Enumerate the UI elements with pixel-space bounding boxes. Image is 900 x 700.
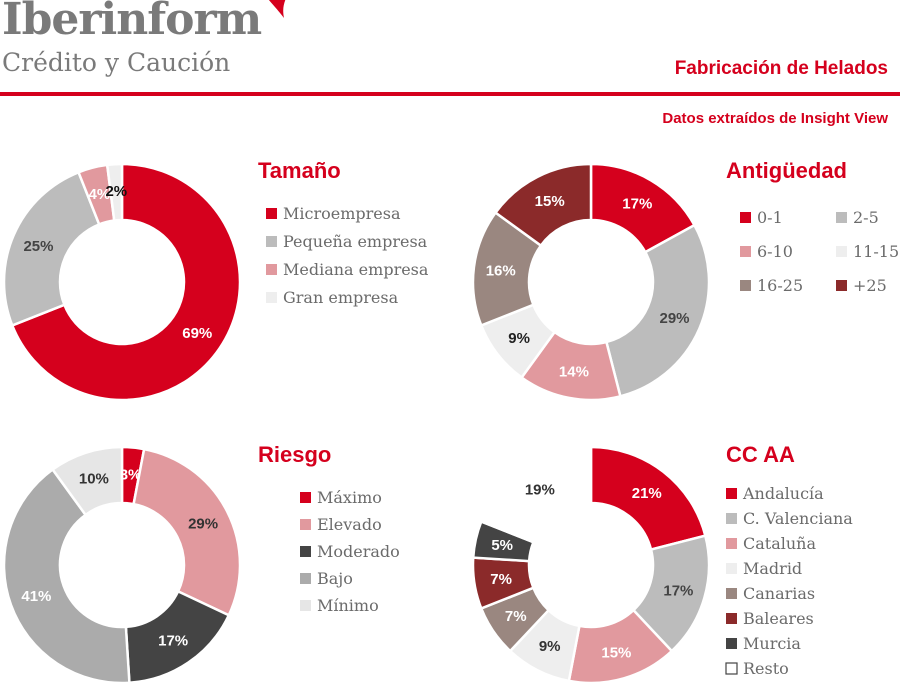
legend-label-antiguedad-11-15: 11-15: [853, 242, 899, 261]
slice-label-antiguedad-2-5: 29%: [660, 310, 690, 327]
chart-title-riesgo: Riesgo: [258, 442, 331, 467]
slice-label-cc-aa-resto: 19%: [525, 482, 555, 499]
slice-label-riesgo-moderado: 17%: [158, 632, 188, 649]
legend-swatch-cc-aa-c-valenciana: [726, 513, 737, 524]
legend-label-cc-aa-c-valenciana: C. Valenciana: [743, 509, 853, 528]
legend-label-antiguedad-2-5: 2-5: [853, 208, 879, 227]
slice-label-riesgo-maximo: 3%: [120, 466, 142, 483]
slice-riesgo-minimo: [50, 445, 124, 517]
slice-tamano-pequena-empresa: [2, 170, 101, 328]
chart-title-cc-aa: CC AA: [726, 442, 795, 467]
legend-label-riesgo-maximo: Máximo: [317, 488, 382, 507]
legend-swatch-tamano-mediana-empresa: [266, 264, 277, 275]
legend-label-cc-aa-cataluna: Cataluña: [743, 534, 816, 553]
legend-label-tamano-mediana-empresa: Mediana empresa: [283, 260, 429, 279]
legend-swatch-cc-aa-resto: [725, 662, 738, 675]
legend-swatch-antiguedad-0-1: [740, 212, 751, 223]
slice-label-cc-aa-madrid: 9%: [539, 638, 561, 655]
slice-label-antiguedad-16-25: 16%: [486, 263, 516, 280]
slice-antiguedad-25: [493, 162, 593, 248]
legend-swatch-antiguedad-2-5: [836, 212, 847, 223]
legend-label-antiguedad-0-1: 0-1: [757, 208, 783, 227]
header-divider: [0, 92, 900, 96]
legend-swatch-riesgo-elevado: [300, 519, 311, 530]
legend-swatch-cc-aa-andalucia: [726, 488, 737, 499]
slice-label-cc-aa-c-valenciana: 17%: [663, 582, 693, 599]
slice-label-riesgo-bajo: 41%: [21, 588, 51, 605]
chart-title-antiguedad: Antigüedad: [726, 158, 847, 183]
slice-label-cc-aa-cataluna: 15%: [601, 644, 631, 661]
legend-swatch-antiguedad-6-10: [740, 246, 751, 257]
legend-label-riesgo-elevado: Elevado: [317, 515, 382, 534]
legend-swatch-tamano-pequena-empresa: [266, 236, 277, 247]
slice-label-riesgo-minimo: 10%: [79, 470, 109, 487]
slice-label-tamano-mediana-empresa: 4%: [89, 186, 111, 203]
legend-swatch-antiguedad-25: [836, 280, 847, 291]
legend-label-riesgo-minimo: Mínimo: [317, 596, 379, 615]
slice-label-cc-aa-canarias: 7%: [505, 608, 527, 625]
legend-swatch-antiguedad-11-15: [836, 246, 847, 257]
legend-label-tamano-gran-empresa: Gran empresa: [283, 288, 399, 307]
slice-label-antiguedad-6-10: 14%: [559, 363, 589, 380]
legend-swatch-riesgo-minimo: [300, 600, 311, 611]
legend-label-cc-aa-baleares: Baleares: [743, 609, 814, 628]
slice-label-tamano-pequena-empresa: 25%: [23, 238, 53, 255]
legend-label-antiguedad-25: +25: [853, 276, 887, 295]
slice-cc-aa-andalucia: [589, 445, 707, 552]
legend-swatch-cc-aa-cataluna: [726, 538, 737, 549]
slice-label-cc-aa-andalucia: 21%: [632, 485, 662, 502]
slice-tamano-microempresa: [10, 162, 242, 402]
chart-title-tamano: Tamaño: [258, 158, 341, 183]
brand-logo: Iberinform: [2, 0, 262, 45]
legend-swatch-cc-aa-baleares: [726, 613, 737, 624]
legend-label-riesgo-moderado: Moderado: [317, 542, 400, 561]
legend-label-riesgo-bajo: Bajo: [317, 569, 353, 588]
slice-label-cc-aa-baleares: 7%: [490, 571, 512, 588]
report-title: Fabricación de Helados: [674, 58, 888, 79]
slice-label-antiguedad-0-1: 17%: [622, 196, 652, 213]
legend-swatch-cc-aa-madrid: [726, 563, 737, 574]
slice-label-tamano-microempresa: 69%: [182, 325, 212, 342]
legend-swatch-cc-aa-murcia: [726, 638, 737, 649]
legend-label-cc-aa-andalucia: Andalucía: [742, 484, 824, 503]
legend-swatch-riesgo-moderado: [300, 546, 311, 557]
slice-riesgo-elevado: [132, 447, 242, 617]
legend-swatch-riesgo-bajo: [300, 573, 311, 584]
legend-swatch-tamano-gran-empresa: [266, 292, 277, 303]
slice-cc-aa-resto: [479, 445, 593, 544]
slice-label-tamano-gran-empresa: 2%: [105, 183, 127, 200]
legend-swatch-antiguedad-16-25: [740, 280, 751, 291]
brand-mark-icon: [268, 0, 286, 18]
slice-riesgo-bajo: [2, 467, 131, 685]
legend-label-antiguedad-6-10: 6-10: [757, 242, 793, 261]
slice-label-cc-aa-murcia: 5%: [491, 537, 513, 554]
legend-label-cc-aa-murcia: Murcia: [743, 634, 801, 653]
brand-subtitle: Crédito y Caución: [2, 48, 231, 77]
slice-label-riesgo-elevado: 29%: [188, 516, 218, 533]
legend-label-cc-aa-canarias: Canarias: [743, 584, 815, 603]
legend-label-tamano-microempresa: Microempresa: [283, 204, 401, 223]
legend-swatch-riesgo-maximo: [300, 492, 311, 503]
legend-label-antiguedad-16-25: 16-25: [757, 276, 803, 295]
legend-label-cc-aa-resto: Resto: [743, 659, 789, 678]
slice-antiguedad-2-5: [604, 223, 711, 398]
legend-label-cc-aa-madrid: Madrid: [743, 559, 802, 578]
slice-tamano-gran-empresa: [105, 162, 124, 222]
legend-swatch-tamano-microempresa: [266, 208, 277, 219]
legend-swatch-cc-aa-canarias: [726, 588, 737, 599]
legend-label-tamano-pequena-empresa: Pequeña empresa: [283, 232, 428, 251]
slice-label-antiguedad-11-15: 9%: [508, 330, 530, 347]
slice-label-antiguedad-25: 15%: [535, 193, 565, 210]
report-subtitle: Datos extraídos de Insight View: [662, 110, 888, 127]
